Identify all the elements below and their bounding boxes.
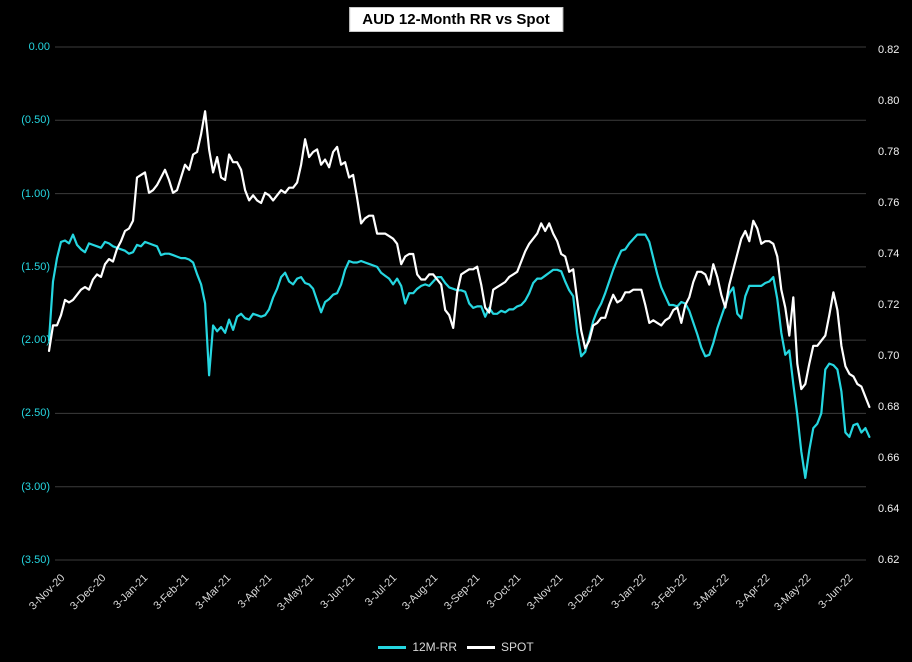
right-axis-tick-label: 0.76 [878,197,900,209]
right-axis-tick-label: 0.68 [878,401,900,413]
legend-item-12m-rr: 12M-RR [378,640,457,654]
left-axis-tick-label: (3.00) [21,480,50,493]
left-axis-tick-label: (1.00) [21,187,50,200]
chart-title: AUD 12-Month RR vs Spot [349,7,563,32]
right-axis-tick-label: 0.62 [878,554,900,566]
legend-label-spot: SPOT [501,640,534,654]
legend: 12M-RR SPOT [0,640,912,654]
series-line-spot [47,110,871,409]
legend-swatch-12m-rr [378,645,407,649]
right-axis-tick-label: 0.74 [878,248,900,260]
right-axis-tick-label: 0.72 [878,299,900,311]
legend-label-12m-rr: 12M-RR [412,640,457,654]
left-axis-tick-label: (3.50) [21,554,50,566]
left-axis-tick-label: (0.50) [21,114,50,127]
left-axis-tick-label: (2.50) [21,407,50,420]
legend-swatch-spot [467,645,495,649]
right-axis-tick-label: 0.78 [878,146,900,158]
right-axis-tick-label: 0.64 [878,503,900,515]
right-axis-tick-label: 0.66 [878,452,900,464]
left-axis-tick-label: (1.50) [21,260,50,273]
left-axis-tick-label: 0.00 [28,41,50,53]
series-line-12m-rr [47,233,871,479]
right-axis-tick-label: 0.80 [878,95,900,107]
right-axis-tick-label: 0.82 [878,44,900,56]
right-axis-tick-label: 0.70 [878,350,900,362]
left-axis-tick-label: (2.00) [21,334,50,347]
legend-item-spot: SPOT [467,640,534,654]
